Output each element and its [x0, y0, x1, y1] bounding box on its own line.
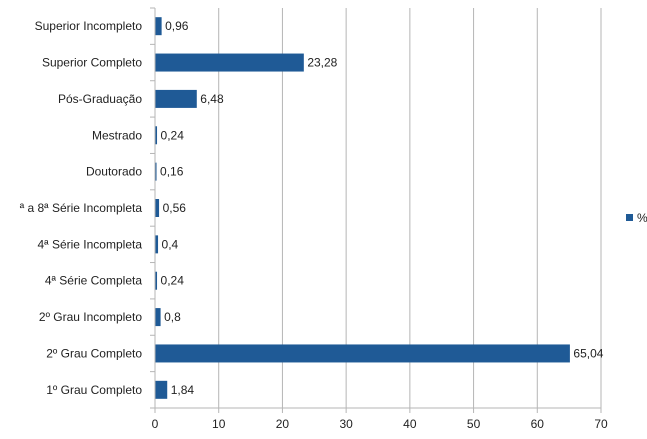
grid-lines: [150, 7, 602, 413]
category-label: Doutorado: [86, 165, 142, 179]
x-tick-label: 10: [212, 417, 226, 431]
data-label: 0,16: [160, 165, 184, 179]
data-label: 0,4: [162, 237, 179, 251]
bar: [155, 53, 304, 72]
x-tick-label: 60: [531, 417, 545, 431]
category-label: 4ª Série Completa: [45, 274, 142, 288]
category-label: Superior Completo: [42, 56, 142, 70]
category-label: Mestrado: [92, 128, 142, 142]
x-tick-label: 20: [276, 417, 290, 431]
category-label: 2º Grau Incompleto: [39, 310, 142, 324]
bar: [155, 271, 158, 290]
bar: [155, 344, 570, 363]
category-label: 1º Grau Completo: [46, 383, 142, 397]
data-label: 6,48: [200, 92, 224, 106]
x-tick-label: 40: [403, 417, 417, 431]
x-tick-label: 70: [594, 417, 608, 431]
bar: [155, 89, 197, 108]
bar: [155, 380, 168, 399]
x-tick-label: 0: [152, 417, 159, 431]
category-labels: Superior Incompleto Superior Completo Pós-…: [20, 19, 143, 397]
bars: [155, 17, 570, 399]
data-label: 23,28: [307, 56, 337, 70]
data-label: 0,96: [165, 19, 189, 33]
legend-swatch: [626, 214, 633, 221]
value-labels: 0,96 23,28 6,48 0,24 0,16 0,56 0,4 0,24 0,8 65,04…: [160, 19, 604, 397]
data-label: 0,56: [163, 201, 187, 215]
bar: [155, 199, 160, 217]
bar: [155, 235, 159, 254]
category-label: Superior Incompleto: [35, 19, 143, 33]
legend-label: %: [637, 211, 647, 225]
x-tick-label: 50: [467, 417, 481, 431]
data-label: 0,8: [164, 310, 181, 324]
category-label: Pós-Graduação: [58, 92, 142, 106]
legend: %: [626, 211, 647, 225]
bar: [155, 308, 161, 327]
x-tick-label: 30: [339, 417, 353, 431]
data-label: 0,24: [161, 274, 185, 288]
data-label: 65,04: [573, 346, 603, 360]
bar: [155, 126, 158, 145]
bar: [155, 162, 157, 181]
category-label: 4ª Série Incompleta: [38, 237, 143, 251]
bar: [155, 17, 162, 36]
data-label: 1,84: [171, 383, 195, 397]
category-label: 2º Grau Completo: [46, 346, 142, 360]
x-tick-labels: 0 10 20 30 40 50 60 70: [152, 417, 608, 431]
data-label: 0,24: [161, 128, 185, 142]
category-label: ª a 8ª Série Incompleta: [20, 201, 143, 215]
